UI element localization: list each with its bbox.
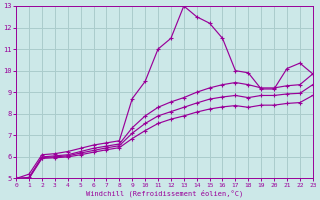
X-axis label: Windchill (Refroidissement éolien,°C): Windchill (Refroidissement éolien,°C) [86,189,243,197]
